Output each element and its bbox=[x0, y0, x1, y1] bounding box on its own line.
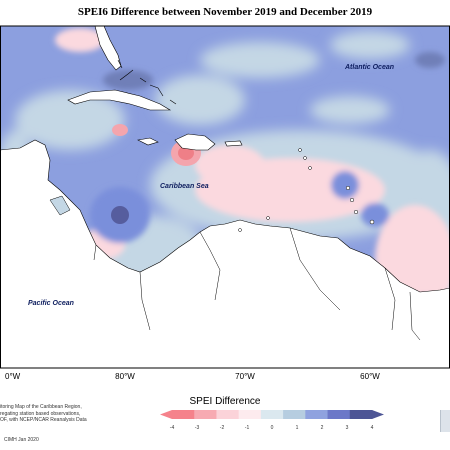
bahamas-islands bbox=[117, 59, 177, 105]
light-blue-patch bbox=[200, 42, 320, 78]
legend-tick-label: 3 bbox=[345, 425, 349, 431]
credit-line: regating station based observations, bbox=[0, 410, 81, 417]
light-pink-patch bbox=[195, 145, 265, 185]
gulf-of-honduras bbox=[49, 195, 71, 216]
central-america-land bbox=[0, 139, 450, 368]
legend-swatch bbox=[216, 410, 240, 419]
legend-tick-label: -4 bbox=[169, 425, 175, 431]
mid-blue-patch bbox=[331, 171, 359, 199]
credit-line: itoring Map of the Caribbean Region, bbox=[0, 404, 82, 410]
puerto-rico-land bbox=[224, 140, 243, 147]
hispaniola-land bbox=[174, 133, 216, 151]
credit-line: OF, with NCEP/NCAR Reanalysis Data bbox=[0, 417, 87, 423]
legend-colorbar bbox=[160, 410, 384, 419]
light-blue-patch bbox=[155, 75, 245, 125]
logo bbox=[440, 410, 450, 432]
legend-arrow-left bbox=[160, 410, 172, 419]
longitude-label: 0°W bbox=[5, 372, 21, 381]
caribbean-sea-label: Caribbean Sea bbox=[160, 183, 209, 190]
legend-swatch bbox=[194, 410, 217, 419]
legend-swatch bbox=[172, 410, 195, 419]
strong-anomaly-positive bbox=[111, 206, 129, 224]
jamaica-land bbox=[137, 137, 159, 146]
pacific-ocean-label: Pacific Ocean bbox=[28, 300, 74, 307]
legend-title: SPEI Difference bbox=[189, 396, 261, 407]
light-pink-patch bbox=[55, 28, 105, 52]
legend-tick-label: 4 bbox=[370, 425, 374, 431]
cuba-land bbox=[67, 89, 172, 111]
light-blue-patch bbox=[15, 90, 125, 150]
legend-tick-label: -2 bbox=[219, 425, 225, 431]
legend-swatch bbox=[305, 410, 329, 419]
legend-arrow-right bbox=[372, 410, 384, 419]
longitude-label: 60°W bbox=[360, 372, 380, 381]
strong-anomaly-negative bbox=[178, 146, 194, 160]
legend-swatch bbox=[260, 410, 284, 419]
legend-swatch bbox=[349, 410, 373, 419]
copyright-text: CIMH Jan 2020 bbox=[4, 437, 39, 443]
legend-tick-label: 2 bbox=[320, 425, 324, 431]
legend-tick-label: 0 bbox=[270, 425, 274, 431]
legend-tick-label: 1 bbox=[295, 425, 299, 431]
legend-swatch bbox=[327, 410, 351, 419]
legend-swatch bbox=[283, 410, 306, 419]
legend-tick-label: -1 bbox=[244, 425, 250, 431]
legend-swatch bbox=[238, 410, 262, 419]
country-borders bbox=[93, 227, 421, 341]
legend-tick-label: -3 bbox=[194, 425, 200, 431]
credit-text: itoring Map of the Caribbean Region, reg… bbox=[0, 404, 110, 424]
longitude-label: 70°W bbox=[235, 372, 255, 381]
mid-blue-patch bbox=[361, 203, 389, 227]
atlantic-ocean-label: Atlantic Ocean bbox=[345, 64, 395, 71]
lesser-antilles bbox=[238, 148, 375, 232]
light-blue-patch bbox=[330, 31, 410, 59]
pink-anomaly bbox=[112, 124, 128, 136]
longitude-label: 80°W bbox=[115, 372, 135, 381]
mid-blue-patch bbox=[415, 52, 445, 68]
light-blue-patch bbox=[310, 96, 390, 124]
mid-blue-patch bbox=[103, 70, 153, 90]
map-title: SPEI6 Difference between November 2019 a… bbox=[77, 6, 373, 18]
